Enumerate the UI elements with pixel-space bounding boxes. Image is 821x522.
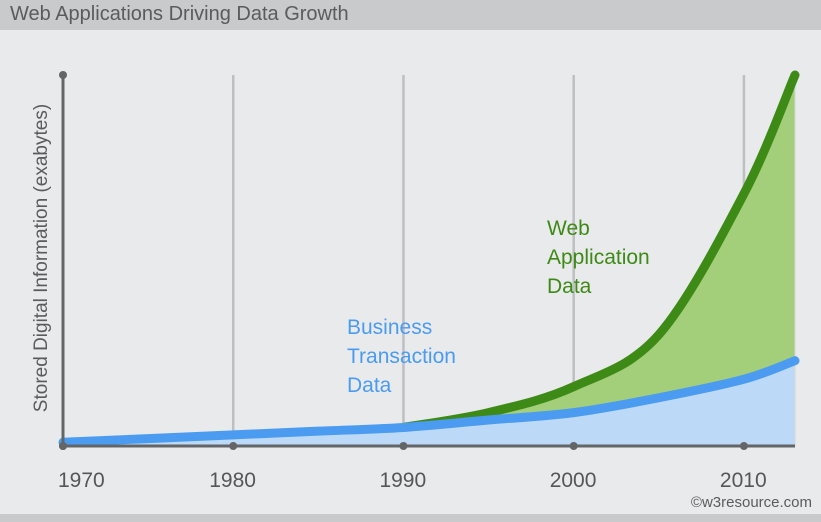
x-tick-dot-1980: [229, 442, 238, 450]
title-bar: Web Applications Driving Data Growth: [0, 0, 821, 30]
series-label-line: Transaction: [347, 345, 456, 368]
series-label-line: Web: [547, 217, 590, 240]
x-tick-label-2010: 2010: [719, 469, 767, 492]
credit-text: ©w3resource.com: [690, 494, 812, 511]
series-label-line: Data: [347, 374, 392, 397]
business-transaction-area: [63, 360, 795, 446]
web-application-area: [403, 75, 795, 428]
x-tick-label-1990: 1990: [379, 469, 427, 492]
bottom-bar: [0, 514, 821, 522]
series-label-line: Application: [547, 246, 650, 269]
chart-title: Web Applications Driving Data Growth: [10, 3, 349, 25]
series-label-line: Business: [347, 316, 433, 339]
y-axis-label: Stored Digital Information (exabytes): [31, 103, 52, 413]
x-tick-dot-1970: [59, 442, 67, 450]
web-application-line: [398, 70, 800, 432]
web-application-series-label: Web Application Data: [547, 214, 650, 301]
business-transaction-line: [58, 356, 800, 447]
x-tick-dot-2010: [739, 442, 748, 450]
x-tick-dot-2000: [569, 442, 578, 450]
x-tick-label-2000: 2000: [549, 469, 597, 492]
x-tick-dot-1990: [399, 442, 408, 450]
x-tick-label-1980: 1980: [209, 469, 256, 492]
series-label-line: Data: [547, 275, 592, 298]
y-axis-top-dot: [59, 71, 67, 79]
business-transaction-series-label: Business Transaction Data: [347, 313, 456, 400]
x-tick-label-1970: 1970: [58, 469, 105, 492]
